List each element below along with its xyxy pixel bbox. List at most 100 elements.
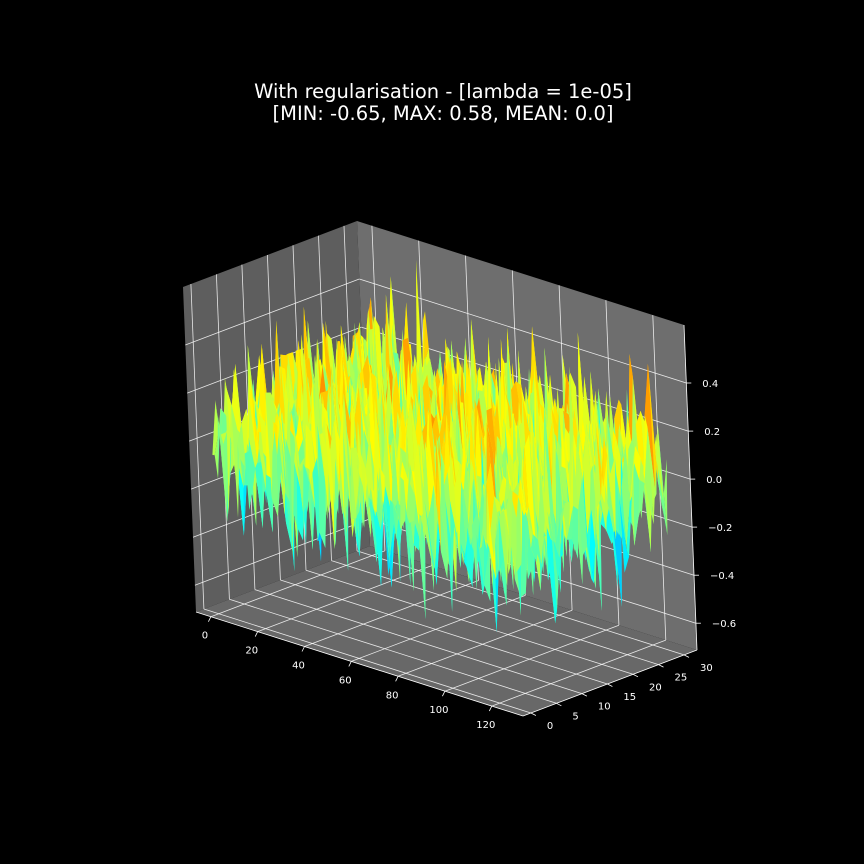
- surface-cell: [501, 507, 510, 542]
- grid-line-x-floor: [491, 639, 666, 707]
- surface-cell: [429, 394, 441, 552]
- surface-cell: [493, 510, 500, 558]
- surface-cell: [302, 462, 311, 475]
- surface-cell: [383, 501, 393, 588]
- x-tick-label: 40: [292, 661, 305, 672]
- surface-cell: [510, 487, 522, 616]
- y-tick-label: 15: [623, 692, 636, 703]
- surface-cell: [427, 484, 435, 569]
- surface-cell: [559, 503, 565, 558]
- surface-cell: [644, 428, 654, 525]
- grid-line-y-floor: [305, 569, 634, 675]
- x-tick-label: 0: [202, 631, 208, 642]
- surface-cell: [611, 436, 621, 497]
- surface-cell: [558, 465, 565, 547]
- surface-cell: [577, 332, 585, 514]
- surface-cell: [499, 516, 508, 586]
- surface-cell: [257, 448, 266, 490]
- surface-cell: [503, 491, 511, 575]
- surface-cell: [612, 498, 620, 540]
- surface-cell: [538, 403, 543, 491]
- surface-cell: [621, 443, 630, 550]
- x-tick-label: 80: [386, 690, 399, 701]
- surface-cell: [248, 437, 256, 510]
- surface-cell: [470, 437, 478, 527]
- grid-line-x-floor: [397, 609, 573, 677]
- surface-cell: [562, 501, 570, 530]
- surface-cell: [446, 414, 458, 496]
- surface-cell: [335, 446, 343, 514]
- surface-cell: [619, 498, 630, 573]
- grid-line-z-back: [359, 278, 687, 384]
- surface-cell: [589, 465, 593, 572]
- surface-cell: [532, 421, 540, 571]
- surface-cell: [618, 487, 627, 550]
- floor-pane: [196, 546, 697, 716]
- surface-cell: [361, 463, 369, 511]
- x-axis-line: [195, 611, 524, 717]
- surface-cell: [504, 389, 517, 510]
- surface-cell: [336, 341, 340, 451]
- surface-cell: [629, 446, 636, 502]
- surface-cell: [568, 446, 573, 530]
- x-tick-label: 60: [339, 675, 352, 686]
- surface-cell: [356, 421, 363, 518]
- grid-line-z-left: [185, 278, 360, 346]
- grid-line-z-left: [187, 326, 362, 394]
- surface-plot: [212, 259, 668, 633]
- surface-cell: [431, 414, 440, 448]
- surface-cell: [317, 423, 326, 548]
- surface-cell: [355, 463, 362, 511]
- surface-cell: [241, 408, 250, 470]
- surface-cell: [366, 297, 378, 412]
- surface-cell: [626, 496, 632, 557]
- surface-cell: [220, 427, 229, 445]
- surface-cell: [474, 408, 483, 492]
- z-tick-label: 0.2: [704, 427, 720, 438]
- surface-cell: [249, 387, 259, 463]
- surface-cell: [526, 506, 536, 550]
- surface-cell: [515, 381, 529, 501]
- grid-line-y-left: [190, 283, 205, 610]
- surface-cell: [214, 408, 221, 479]
- surface-cell: [635, 410, 646, 476]
- surface-cell: [595, 421, 601, 546]
- surface-cell: [298, 456, 306, 472]
- surface-cell: [538, 471, 545, 565]
- y-tick-mark: [530, 712, 537, 716]
- surface-cell: [255, 461, 263, 529]
- surface-cell: [278, 364, 286, 439]
- z-tick-label: 0.0: [706, 475, 722, 486]
- grid-line-y-floor: [203, 608, 532, 714]
- surface-cell: [532, 534, 542, 565]
- surface-cell: [479, 487, 485, 549]
- x-tick-label: 20: [245, 646, 258, 657]
- surface-cell: [524, 433, 537, 563]
- surface-cell: [467, 527, 475, 551]
- z-tick-label: −0.2: [708, 523, 732, 534]
- surface-cell: [280, 423, 292, 534]
- surface-cell: [652, 433, 662, 505]
- surface-cell: [392, 501, 400, 540]
- surface-cell: [365, 437, 375, 503]
- surface-cell: [212, 400, 219, 456]
- surface-cell: [231, 402, 240, 518]
- surface-cell: [486, 422, 491, 550]
- surface-cell: [520, 476, 529, 517]
- surface-cell: [588, 509, 596, 579]
- chart-title-line-2: [MIN: -0.65, MAX: 0.58, MEAN: 0.0]: [273, 102, 614, 125]
- surface-cell: [377, 471, 386, 527]
- surface-cell: [595, 421, 604, 499]
- surface-cell: [320, 432, 329, 514]
- surface-cell: [384, 406, 392, 527]
- surface-cell: [483, 422, 490, 550]
- surface-cell: [410, 470, 420, 525]
- surface-cell: [318, 365, 326, 402]
- surface-cell: [384, 406, 394, 513]
- surface-cell: [240, 443, 248, 489]
- surface-cell: [625, 443, 635, 546]
- grid-line-y-floor: [229, 598, 557, 704]
- grid-line-x-floor: [444, 624, 620, 692]
- surface-cell: [387, 430, 396, 497]
- surface-cell: [295, 414, 303, 453]
